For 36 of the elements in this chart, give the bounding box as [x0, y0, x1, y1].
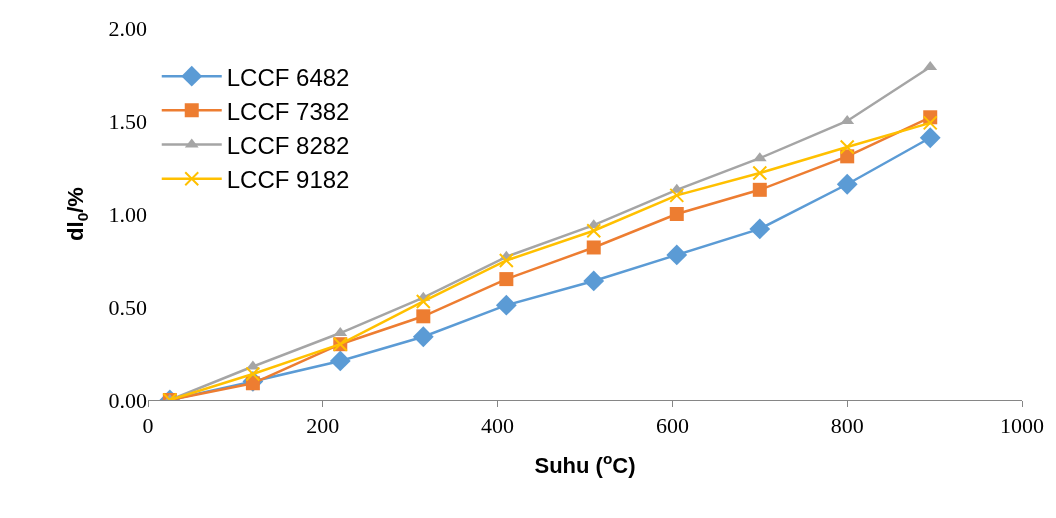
point	[922, 115, 938, 131]
x-tick-label: 800	[830, 413, 864, 439]
legend-label: LCCF 7382	[226, 97, 350, 125]
point	[415, 293, 431, 309]
point	[586, 240, 601, 255]
y-tick-label: 2.00	[108, 15, 147, 41]
point	[498, 253, 514, 268]
y-tick-label: 0.00	[108, 387, 147, 413]
x-tick-label: 1000	[1000, 413, 1044, 439]
point	[666, 244, 688, 266]
point	[329, 350, 351, 372]
point	[495, 294, 517, 316]
point	[919, 127, 941, 149]
point	[752, 165, 768, 181]
x-tick-label: 200	[306, 413, 340, 439]
x-tick-label: 0	[142, 413, 154, 439]
point	[586, 223, 602, 239]
point	[839, 139, 855, 155]
point	[752, 182, 767, 197]
y-tick-label: 1.00	[108, 201, 147, 227]
legend-label: LCCF 8282	[226, 131, 350, 159]
x-tick-label: 400	[481, 413, 515, 439]
point	[669, 207, 684, 221]
point	[416, 309, 431, 324]
y-tick-label: 0.50	[108, 294, 147, 320]
legend-label: LCCF 9182	[226, 166, 350, 194]
point	[583, 270, 605, 292]
x-tick-label: 600	[655, 413, 689, 439]
point	[749, 218, 771, 240]
point	[836, 173, 858, 195]
x-axis-title: Suhu ($^{o}$C)	[534, 450, 636, 479]
y-tick-label: 1.50	[108, 108, 147, 134]
legend-label: LCCF 6482	[226, 63, 350, 91]
point	[412, 326, 434, 348]
point	[499, 272, 514, 287]
point	[669, 187, 685, 203]
